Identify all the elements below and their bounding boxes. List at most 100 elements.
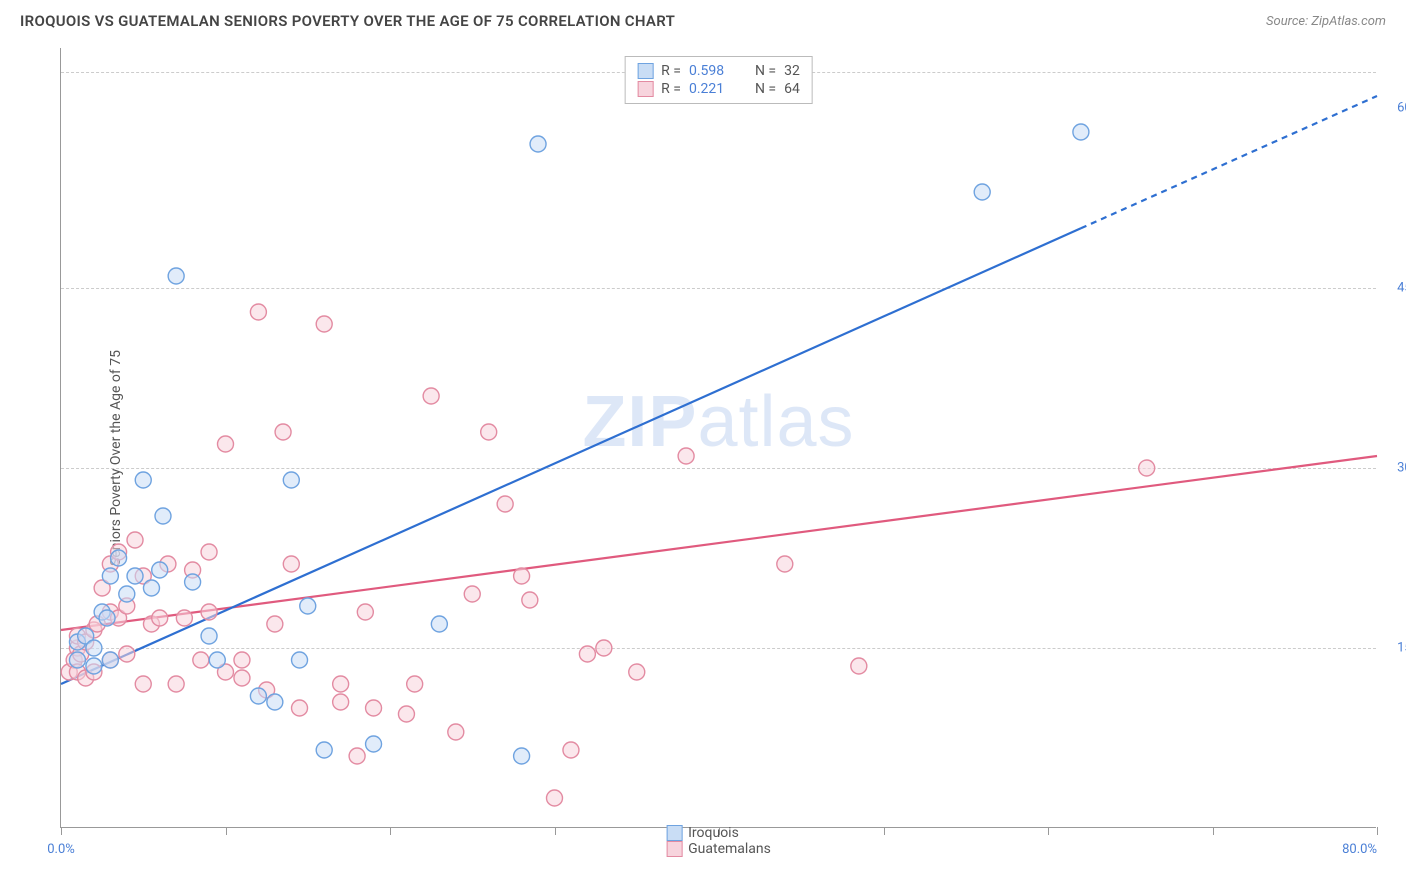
r-value: 0.598	[689, 63, 737, 79]
data-point	[974, 184, 990, 200]
data-point	[135, 472, 151, 488]
data-point	[579, 646, 595, 662]
data-point	[316, 316, 332, 332]
data-point	[464, 586, 480, 602]
series-legend: IroquoisGuatemalans	[666, 825, 771, 857]
data-point	[250, 304, 266, 320]
data-point	[86, 640, 102, 656]
data-point	[398, 706, 414, 722]
x-tick-label: 80.0%	[1342, 842, 1377, 857]
x-tick	[884, 827, 885, 835]
y-tick-label: 60.0%	[1397, 101, 1406, 116]
data-point	[267, 694, 283, 710]
legend-label: Iroquois	[688, 825, 739, 841]
n-label: N =	[755, 81, 776, 97]
data-point	[152, 610, 168, 626]
r-label: R =	[661, 81, 681, 97]
data-point	[366, 736, 382, 752]
data-point	[119, 586, 135, 602]
data-point	[283, 556, 299, 572]
y-tick-label: 45.0%	[1397, 281, 1406, 296]
data-point	[777, 556, 793, 572]
n-value: 32	[784, 63, 800, 79]
data-point	[316, 742, 332, 758]
data-point	[234, 670, 250, 686]
data-point	[292, 700, 308, 716]
source-attribution: Source: ZipAtlas.com	[1266, 14, 1386, 29]
data-point	[69, 652, 85, 668]
legend-stats-row: R =0.598N =32	[637, 62, 800, 80]
data-point	[193, 652, 209, 668]
legend-item: Guatemalans	[666, 841, 771, 857]
data-point	[185, 574, 201, 590]
legend-item: Iroquois	[666, 825, 771, 841]
legend-swatch	[666, 825, 682, 841]
data-point	[143, 580, 159, 596]
data-point	[135, 676, 151, 692]
legend-swatch	[637, 81, 653, 97]
n-label: N =	[755, 63, 776, 79]
x-tick	[1377, 827, 1378, 835]
y-tick-label: 15.0%	[1397, 641, 1406, 656]
data-point	[596, 640, 612, 656]
data-point	[155, 508, 171, 524]
data-point	[99, 610, 115, 626]
data-point	[678, 448, 694, 464]
data-point	[530, 136, 546, 152]
data-point	[176, 610, 192, 626]
data-point	[448, 724, 464, 740]
data-point	[127, 568, 143, 584]
data-point	[300, 598, 316, 614]
data-point	[497, 496, 513, 512]
data-point	[407, 676, 423, 692]
legend-stats-row: R = 0.221 N = 64	[637, 80, 800, 98]
data-point	[267, 616, 283, 632]
data-point	[563, 742, 579, 758]
data-point	[209, 652, 225, 668]
data-point	[514, 748, 530, 764]
x-tick	[1213, 827, 1214, 835]
x-tick	[226, 827, 227, 835]
data-point	[201, 604, 217, 620]
trend-line	[1081, 96, 1377, 228]
chart-title: IROQUOIS VS GUATEMALAN SENIORS POVERTY O…	[20, 12, 675, 30]
data-point	[357, 604, 373, 620]
data-point	[333, 694, 349, 710]
data-point	[514, 568, 530, 584]
data-point	[102, 652, 118, 668]
data-point	[292, 652, 308, 668]
data-point	[218, 436, 234, 452]
scatter-plot-svg	[61, 48, 1376, 827]
data-point	[333, 676, 349, 692]
data-point	[168, 268, 184, 284]
correlation-legend: R = 0.598 N = 32R = 0.221 N = 64	[624, 56, 813, 104]
data-point	[127, 532, 143, 548]
x-tick	[1048, 827, 1049, 835]
y-tick-label: 30.0%	[1397, 461, 1406, 476]
legend-label: Guatemalans	[688, 841, 771, 857]
legend-swatch	[637, 63, 653, 79]
data-point	[250, 688, 266, 704]
data-point	[201, 544, 217, 560]
data-point	[152, 562, 168, 578]
x-tick	[555, 827, 556, 835]
data-point	[1073, 124, 1089, 140]
chart-container: Seniors Poverty Over the Age of 75 ZIPat…	[14, 38, 1394, 878]
data-point	[851, 658, 867, 674]
data-point	[234, 652, 250, 668]
x-tick-label: 0.0%	[47, 842, 75, 857]
legend-swatch	[666, 841, 682, 857]
data-point	[201, 628, 217, 644]
data-point	[283, 472, 299, 488]
data-point	[629, 664, 645, 680]
trend-line	[61, 456, 1377, 630]
n-value: 64	[784, 81, 800, 97]
data-point	[102, 568, 118, 584]
data-point	[168, 676, 184, 692]
data-point	[547, 790, 563, 806]
data-point	[275, 424, 291, 440]
data-point	[349, 748, 365, 764]
data-point	[1139, 460, 1155, 476]
data-point	[423, 388, 439, 404]
r-value: 0.221	[689, 81, 737, 97]
